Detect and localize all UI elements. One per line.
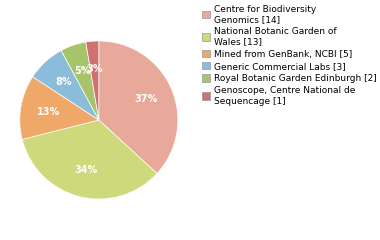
Text: 5%: 5% bbox=[74, 66, 90, 76]
Wedge shape bbox=[99, 41, 178, 174]
Text: 8%: 8% bbox=[56, 77, 72, 87]
Wedge shape bbox=[61, 42, 99, 120]
Text: 37%: 37% bbox=[134, 94, 157, 104]
Text: 13%: 13% bbox=[36, 107, 60, 117]
Wedge shape bbox=[86, 41, 99, 120]
Text: 3%: 3% bbox=[86, 64, 103, 74]
Legend: Centre for Biodiversity
Genomics [14], National Botanic Garden of
Wales [13], Mi: Centre for Biodiversity Genomics [14], N… bbox=[202, 5, 377, 106]
Text: 34%: 34% bbox=[74, 165, 98, 175]
Wedge shape bbox=[22, 120, 157, 199]
Wedge shape bbox=[20, 77, 99, 139]
Wedge shape bbox=[33, 50, 99, 120]
